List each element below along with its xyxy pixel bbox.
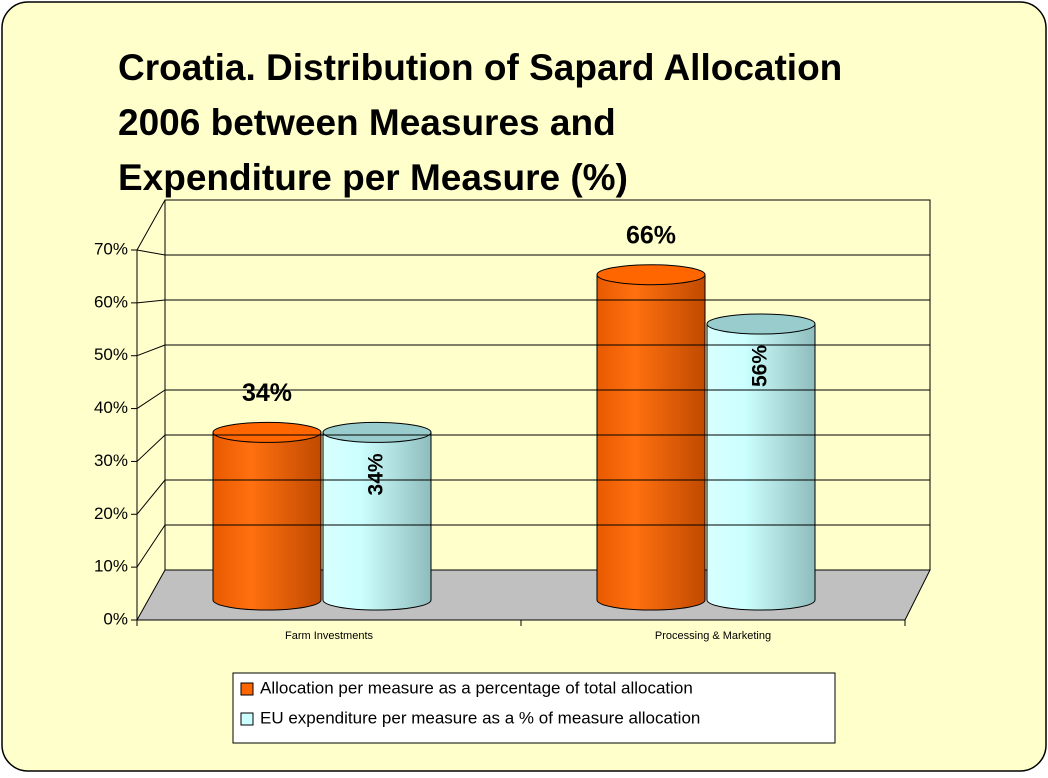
grid-line — [136, 479, 930, 515]
cylinder-top — [212, 421, 322, 443]
legend — [232, 672, 836, 744]
title-line: Croatia. Distribution of Sapard Allocati… — [118, 47, 842, 88]
grid-line — [136, 524, 930, 568]
cylinder-body — [706, 323, 816, 611]
y-tick-label: 20% — [94, 504, 128, 523]
legend-label: EU expenditure per measure as a % of mea… — [260, 708, 700, 727]
cylinder-body — [322, 431, 432, 611]
chart-title: Croatia. Distribution of Sapard Allocati… — [118, 47, 853, 198]
legend-label: Allocation per measure as a percentage o… — [260, 678, 693, 697]
value-label: 34% — [365, 453, 388, 495]
grid-line — [136, 434, 930, 462]
grid-line — [136, 249, 930, 256]
title-line: Expenditure per Measure (%) — [118, 157, 628, 198]
y-tick-label: 50% — [94, 345, 128, 364]
title-line: 2006 between Measures and — [118, 102, 616, 143]
y-tick-label: 60% — [94, 292, 128, 311]
grid-line — [136, 344, 930, 357]
plot: 34% 34% 66% 56% — [212, 221, 816, 611]
x-tick-label: Farm Investments — [285, 630, 374, 642]
y-tick-label: 30% — [94, 451, 128, 470]
x-tick-label: Processing & Marketing — [655, 630, 771, 642]
legend-swatch — [240, 712, 254, 726]
cylinder-body — [212, 431, 322, 611]
y-tick-label: 10% — [94, 557, 128, 576]
y-tick-label: 0% — [103, 609, 128, 628]
grid-line — [136, 389, 930, 409]
cylinder-top — [322, 421, 432, 443]
value-label: 66% — [626, 221, 676, 249]
cylinder-top — [596, 264, 706, 286]
y-tick-label: 40% — [94, 398, 128, 417]
grid-line — [136, 299, 930, 304]
legend-swatch — [240, 682, 254, 696]
value-label: 34% — [242, 379, 292, 407]
value-label: 56% — [749, 345, 772, 387]
cylinder-body — [596, 274, 706, 611]
y-tick-label: 70% — [94, 239, 128, 258]
cylinder-top — [706, 313, 816, 335]
